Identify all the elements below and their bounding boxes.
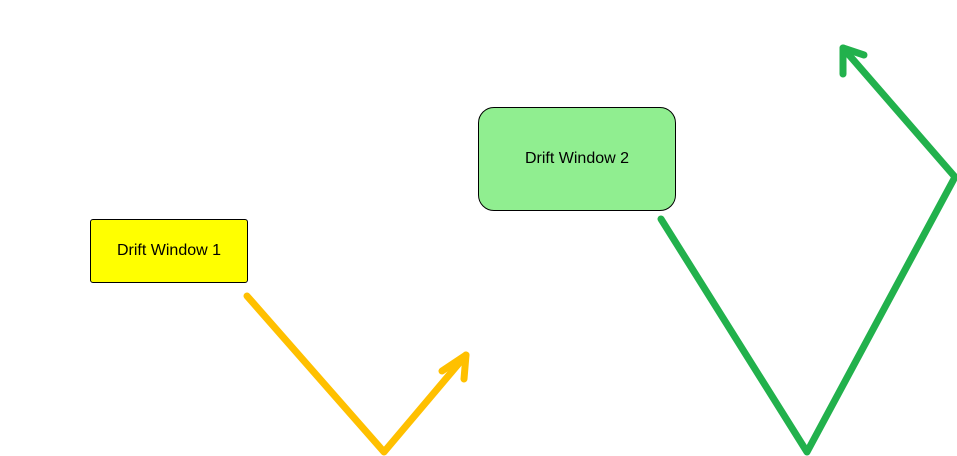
- drift-window-1: Drift Window 1: [90, 219, 248, 283]
- drift-window-1-label: Drift Window 1: [116, 242, 222, 259]
- green-arrow-head: [839, 44, 868, 78]
- green-arrow: [657, 44, 957, 456]
- yellow-arrow: [243, 292, 470, 456]
- drift-window-2-label: Drift Window 2: [524, 150, 630, 167]
- green-arrow-shaft: [657, 44, 957, 456]
- drift-window-2: Drift Window 2: [478, 107, 676, 211]
- yellow-arrow-head: [438, 351, 470, 383]
- yellow-arrow-shaft: [243, 292, 470, 456]
